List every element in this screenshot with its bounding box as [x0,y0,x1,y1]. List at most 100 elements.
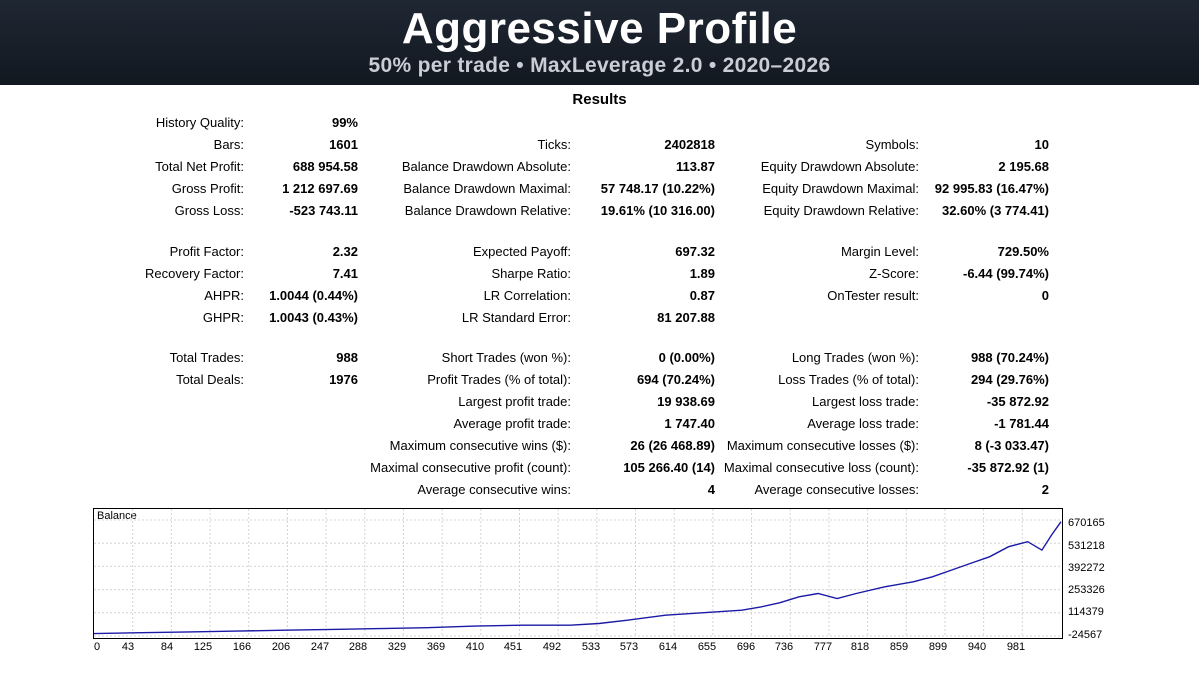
stat-label: Gross Loss: [174,203,244,218]
stat-row: Sharpe Ratio: 1.89 [0,264,1199,284]
stat-row: Equity Drawdown Maximal: 92 995.83 (16.47… [0,179,1199,199]
stat-label: Equity Drawdown Absolute: [760,159,919,174]
y-tick-label: 670165 [1068,517,1105,529]
stat-value: 1 212 697.69 [282,181,358,196]
stat-row: Long Trades (won %): 988 (70.24%) [0,348,1199,368]
stat-row: Balance Drawdown Maximal: 57 748.17 (10.2… [0,179,1199,199]
stat-row: Average loss trade: -1 781.44 [0,414,1199,434]
stat-row: Total Net Profit: 688 954.58 [0,157,1199,177]
results-title: Results [572,91,627,108]
x-tick-label: 166 [232,641,252,653]
stat-value: 1 747.40 [664,416,715,431]
stat-row: Equity Drawdown Absolute: 2 195.68 [0,157,1199,177]
stat-label: Total Deals: [176,372,244,387]
stat-value: 81 207.88 [657,310,715,325]
stat-value: 697.32 [675,244,715,259]
x-tick-label: 614 [658,641,678,653]
stat-label: Average consecutive losses: [754,482,919,497]
stat-row: Balance Drawdown Absolute: 113.87 [0,157,1199,177]
stat-row: Maximum consecutive wins ($): 26 (26 468.… [0,436,1199,456]
stat-label: Total Trades: [169,350,244,365]
stat-label: Profit Factor: [169,244,244,259]
stat-row: Profit Trades (% of total): 694 (70.24%) [0,370,1199,390]
x-tick-label: 247 [310,641,330,653]
stat-value: 294 (29.76%) [970,372,1049,387]
stat-value: 0 (0.00%) [658,350,715,365]
stat-value: 1.0043 (0.43%) [269,310,358,325]
stat-row: Loss Trades (% of total): 294 (29.76%) [0,370,1199,390]
stat-value: 8 (-3 033.47) [974,438,1049,453]
x-tick-label: 288 [348,641,368,653]
stat-label: Balance Drawdown Absolute: [401,159,571,174]
stat-value: 105 266.40 (14) [623,460,715,475]
x-tick-label: 125 [193,641,213,653]
x-tick-label: 43 [121,641,135,653]
stat-value: 92 995.83 (16.47%) [934,181,1049,196]
x-tick-label: 859 [889,641,909,653]
x-tick-label: 940 [967,641,987,653]
stat-value: -35 872.92 [986,394,1049,409]
stat-row: Average consecutive wins: 4 [0,480,1199,500]
stat-label: Maximum consecutive wins ($): [389,438,571,453]
stat-value: 1.0044 (0.44%) [269,288,358,303]
stat-label: Balance Drawdown Relative: [404,203,571,218]
stat-value: 7.41 [332,266,358,281]
stat-row: Average consecutive losses: 2 [0,480,1199,500]
stat-value: 2402818 [664,137,715,152]
stat-row: AHPR: 1.0044 (0.44%) [0,286,1199,306]
x-tick-label: 0 [93,641,101,653]
stat-label: Largest loss trade: [812,394,919,409]
stat-label: Average consecutive wins: [417,482,571,497]
y-tick-label: -24567 [1068,629,1103,641]
stat-label: Short Trades (won %): [441,350,571,365]
stat-label: Symbols: [865,137,919,152]
stat-label: History Quality: [155,115,244,130]
stat-value: 32.60% (3 774.41) [942,203,1049,218]
stat-label: Maximal consecutive loss (count): [723,460,919,475]
stat-label: AHPR: [204,288,244,303]
x-tick-label: 369 [426,641,446,653]
stat-row: LR Standard Error: 81 207.88 [0,308,1199,328]
x-tick-label: 84 [160,641,174,653]
stat-row: Expected Payoff: 697.32 [0,242,1199,262]
stat-label: Total Net Profit: [155,159,244,174]
stat-value: 694 (70.24%) [636,372,715,387]
stat-value: 4 [707,482,715,497]
y-tick-label: 253326 [1068,584,1105,596]
stat-value: 2 [1041,482,1049,497]
stat-label: Profit Trades (% of total): [427,372,571,387]
stat-value: -1 781.44 [994,416,1049,431]
stat-row: Maximal consecutive loss (count): -35 872… [0,458,1199,478]
page-title: Aggressive Profile [401,4,798,53]
stat-value: 10 [1034,137,1049,152]
stat-row: Equity Drawdown Relative: 32.60% (3 774.4… [0,201,1199,221]
stat-row: Balance Drawdown Relative: 19.61% (10 316… [0,201,1199,221]
stat-value: 729.50% [997,244,1049,259]
y-tick-label: 114379 [1068,606,1104,618]
stat-row: Bars: 1601 [0,135,1199,155]
stat-row: Largest loss trade: -35 872.92 [0,392,1199,412]
stat-value: 988 (70.24%) [970,350,1049,365]
stat-label: Balance Drawdown Maximal: [403,181,571,196]
x-tick-label: 981 [1006,641,1026,653]
stat-value: 0 [1041,288,1049,303]
stat-row: GHPR: 1.0043 (0.43%) [0,308,1199,328]
stat-value: 988 [336,350,358,365]
stat-label: GHPR: [202,310,244,325]
x-tick-label: 573 [619,641,639,653]
stat-label: LR Standard Error: [461,310,571,325]
stat-row: Ticks: 2402818 [0,135,1199,155]
stat-row: Margin Level: 729.50% [0,242,1199,262]
stat-label: Maximum consecutive losses ($): [726,438,919,453]
stat-value: 1601 [329,137,358,152]
stat-row: Total Trades: 988 [0,348,1199,368]
stat-label: Margin Level: [840,244,919,259]
stat-value: 1.89 [689,266,715,281]
header-banner: Aggressive Profile 50% per trade • MaxLe… [0,0,1199,85]
stat-label: Equity Drawdown Relative: [763,203,919,218]
stat-label: Loss Trades (% of total): [778,372,919,387]
stat-row: Recovery Factor: 7.41 [0,264,1199,284]
stat-value: -523 743.11 [289,203,358,218]
stat-row: Maximal consecutive profit (count): 105 2… [0,458,1199,478]
